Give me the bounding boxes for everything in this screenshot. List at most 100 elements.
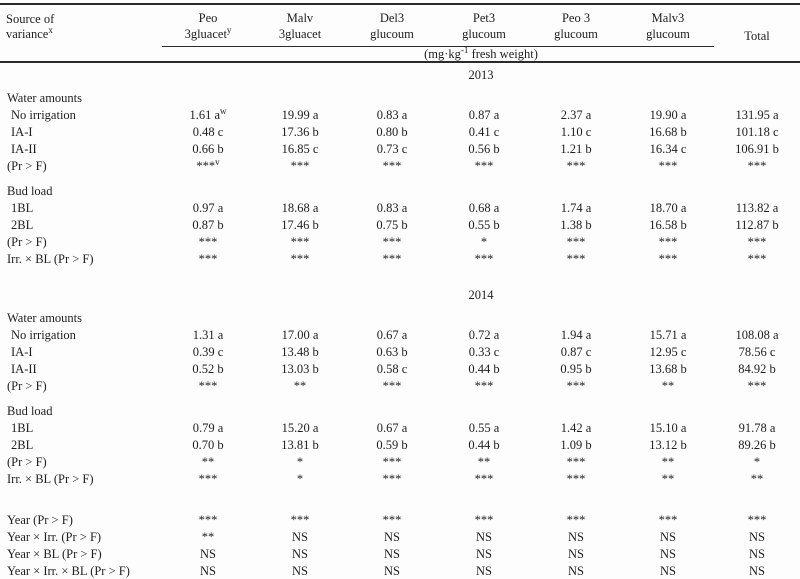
cell: 0.44 b	[468, 362, 500, 376]
cell: *	[480, 235, 488, 249]
row-label: Irr. × BL (Pr > F)	[7, 472, 94, 486]
column-header-malv3-glucoum: Malv3 glucoum	[646, 11, 690, 41]
cell: ***	[658, 252, 678, 266]
row-label: 2BL	[11, 218, 34, 232]
cell: NS	[568, 547, 584, 561]
cell: 0.33 c	[468, 345, 500, 359]
cell: ***	[474, 252, 494, 266]
cell: ***	[198, 252, 218, 266]
cell: 1.42 a	[560, 421, 592, 435]
cell: ***	[566, 235, 586, 249]
table-row: (Pr > F)*******************	[0, 234, 800, 251]
section-label: Bud load	[7, 404, 53, 418]
section-row: Bud load	[0, 403, 800, 420]
cell: NS	[292, 547, 308, 561]
row-label: (Pr > F)	[7, 379, 47, 393]
cell: 16.85 c	[281, 142, 319, 156]
table-row: IA-II 0.52 b 13.03 b 0.58 c 0.44 b 0.95 b 13.6…	[0, 361, 800, 378]
cell: ***	[382, 472, 402, 486]
cell: 0.80 b	[376, 125, 408, 139]
section-row: Water amounts	[0, 310, 800, 327]
row-label: 2BL	[11, 438, 34, 452]
source-of-variance-header: Source of variancex	[0, 7, 162, 47]
cell: 0.72 a	[468, 328, 500, 342]
cell: 17.00 a	[281, 328, 319, 342]
cell: ***	[566, 455, 586, 469]
cell: ***	[290, 235, 310, 249]
cell: 0.41 c	[468, 125, 500, 139]
cell: 15.20 a	[281, 421, 319, 435]
row-label: 1BL	[11, 421, 34, 435]
cell: ***	[474, 472, 494, 486]
cell: NS	[749, 564, 765, 578]
cell: NS	[476, 547, 492, 561]
cell: 113.82 a	[735, 201, 779, 215]
cell: 1.74 a	[560, 201, 592, 215]
row-label: 1BL	[11, 201, 34, 215]
cell: ***	[474, 379, 494, 393]
cell: NS	[384, 530, 400, 544]
spacer-row	[0, 488, 800, 512]
cell: NS	[200, 564, 216, 578]
table-row: IA-I 0.48 c 17.36 b 0.80 b 0.41 c 1.10 c 16.68…	[0, 124, 800, 141]
cell: NS	[660, 530, 676, 544]
row-label: No irrigation	[11, 108, 76, 122]
table-header: Source of variancex Peo 3gluacety Malv 3…	[0, 5, 800, 47]
cell: ***	[290, 252, 310, 266]
table-row: 1BL 0.79 a 15.20 a 0.67 a 0.55 a 1.42 a 15.10 …	[0, 420, 800, 437]
table-row: No irrigation 1.31 a 17.00 a 0.67 a 0.72 a 1.…	[0, 327, 800, 344]
cell: ***	[566, 379, 586, 393]
cell: 0.66 b	[192, 142, 224, 156]
cell: ***	[290, 159, 310, 173]
cell: ***	[658, 159, 678, 173]
cell: **	[661, 379, 675, 393]
cell: 0.48 c	[192, 125, 224, 139]
cell: ***	[566, 472, 586, 486]
column-header-peo3-glucoum: Peo 3 glucoum	[554, 11, 598, 41]
table-row: (Pr > F) ** * *** ** *** ** *	[0, 454, 800, 471]
cell: ***	[658, 513, 678, 527]
cell: 0.52 b	[192, 362, 224, 376]
cell: 0.67 a	[376, 421, 408, 435]
column-header-total: Total	[744, 29, 770, 43]
cell: 0.75 b	[376, 218, 408, 232]
cell: NS	[384, 547, 400, 561]
cell: ***v	[196, 156, 220, 173]
table-row: 1BL 0.97 a 18.68 a 0.83 a 0.68 a 1.74 a 18.70 …	[0, 200, 800, 217]
row-label: Year × Irr. × BL (Pr > F)	[7, 564, 130, 578]
cell: 0.87 a	[468, 108, 500, 122]
cell: *	[296, 455, 304, 469]
cell: NS	[292, 530, 308, 544]
year-label: 2013	[468, 68, 494, 82]
table-row: IA-II 0.66 b 16.85 c 0.73 c 0.56 b 1.21 b 16.3…	[0, 141, 800, 158]
table-row: Year × Irr. (Pr > F) ** NS NS NS NS NS NS	[0, 529, 800, 546]
row-label: Year (Pr > F)	[7, 513, 73, 527]
cell: 108.08 a	[735, 328, 779, 342]
cell: 0.95 b	[560, 362, 592, 376]
cell: *	[296, 472, 304, 486]
cell: 15.71 a	[649, 328, 687, 342]
cell: 112.87 b	[735, 218, 779, 232]
cell: 0.83 a	[376, 201, 408, 215]
cell: 0.73 c	[376, 142, 408, 156]
cell: ***	[290, 513, 310, 527]
anthocyanin-table: Source of variancex Peo 3gluacety Malv 3…	[0, 3, 800, 579]
row-label: (Pr > F)	[7, 235, 47, 249]
cell: 19.99 a	[281, 108, 319, 122]
cell: 0.44 b	[468, 438, 500, 452]
cell: 0.97 a	[192, 201, 224, 215]
cell: 0.59 b	[376, 438, 408, 452]
source-of-variance-line1: Source of	[6, 12, 55, 26]
section-row: Bud load	[0, 183, 800, 200]
cell: 16.34 c	[649, 142, 687, 156]
cell: 101.18 c	[735, 125, 779, 139]
table-row: Year × BL (Pr > F) NS NS NS NS NS NS NS	[0, 546, 800, 563]
cell: ***	[474, 513, 494, 527]
cell: ***	[382, 379, 402, 393]
cell: 1.09 b	[560, 438, 592, 452]
cell: NS	[476, 530, 492, 544]
footnote-marker-y: y	[226, 24, 232, 35]
units-label: (mg·kg-1 fresh weight)	[424, 44, 538, 61]
cell: 0.58 c	[376, 362, 408, 376]
cell: ***	[566, 513, 586, 527]
